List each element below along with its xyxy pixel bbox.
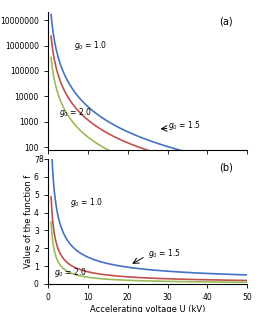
Text: $g_0$ = 2.0: $g_0$ = 2.0	[54, 266, 87, 279]
Text: $g_0$ = 1.5: $g_0$ = 1.5	[168, 119, 201, 133]
Text: $g_0$ = 1.5: $g_0$ = 1.5	[148, 247, 181, 260]
Text: $g_0$ = 2.0: $g_0$ = 2.0	[59, 106, 92, 119]
Text: $g_0$ = 1.0: $g_0$ = 1.0	[70, 197, 103, 209]
Y-axis label: Value of the function f: Value of the function f	[24, 175, 33, 268]
Text: 8: 8	[38, 155, 43, 164]
X-axis label: Accelerating voltage U (kV): Accelerating voltage U (kV)	[90, 305, 205, 312]
Text: (b): (b)	[219, 163, 233, 173]
Text: (a): (a)	[219, 17, 233, 27]
Text: $g_0$ = 1.0: $g_0$ = 1.0	[74, 39, 107, 52]
